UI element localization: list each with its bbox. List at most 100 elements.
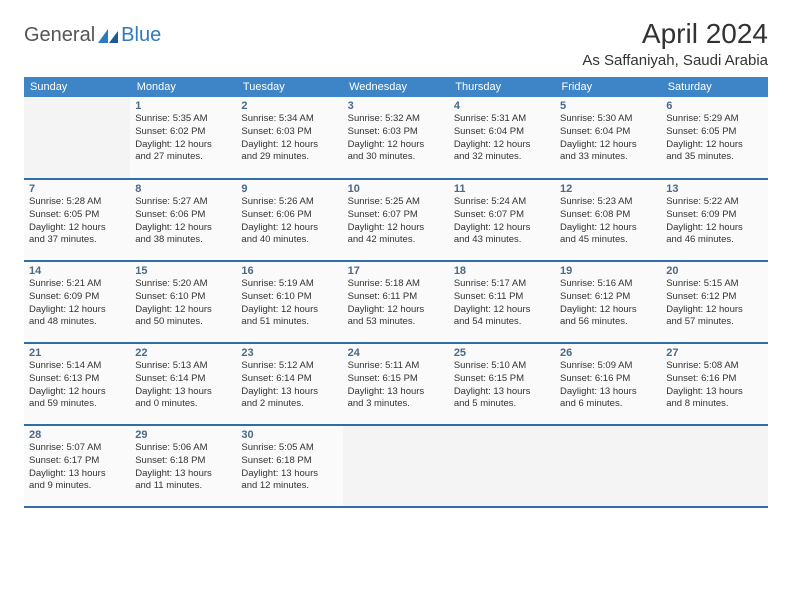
calendar-cell-empty bbox=[449, 425, 555, 507]
day-number: 13 bbox=[666, 183, 762, 195]
day-info: Sunrise: 5:12 AMSunset: 6:14 PMDaylight:… bbox=[241, 360, 337, 411]
day-info: Sunrise: 5:16 AMSunset: 6:12 PMDaylight:… bbox=[560, 278, 656, 329]
day-number: 11 bbox=[454, 183, 550, 195]
day-number: 15 bbox=[135, 265, 231, 277]
day-header: Friday bbox=[555, 77, 661, 97]
day-number: 17 bbox=[348, 265, 444, 277]
day-number: 10 bbox=[348, 183, 444, 195]
calendar-cell-empty bbox=[555, 425, 661, 507]
day-number: 16 bbox=[241, 265, 337, 277]
title-block: April 2024 As Saffaniyah, Saudi Arabia bbox=[582, 18, 768, 69]
day-info: Sunrise: 5:32 AMSunset: 6:03 PMDaylight:… bbox=[348, 113, 444, 164]
day-header: Tuesday bbox=[236, 77, 342, 97]
calendar-cell: 10Sunrise: 5:25 AMSunset: 6:07 PMDayligh… bbox=[343, 179, 449, 261]
day-info: Sunrise: 5:24 AMSunset: 6:07 PMDaylight:… bbox=[454, 196, 550, 247]
calendar-body: 1Sunrise: 5:35 AMSunset: 6:02 PMDaylight… bbox=[24, 97, 768, 507]
day-number: 18 bbox=[454, 265, 550, 277]
logo: General Blue bbox=[24, 18, 161, 47]
day-info: Sunrise: 5:17 AMSunset: 6:11 PMDaylight:… bbox=[454, 278, 550, 329]
day-info: Sunrise: 5:20 AMSunset: 6:10 PMDaylight:… bbox=[135, 278, 231, 329]
month-title: April 2024 bbox=[582, 18, 768, 50]
page: General Blue April 2024 As Saffaniyah, S… bbox=[0, 0, 792, 526]
day-number: 7 bbox=[29, 183, 125, 195]
header: General Blue April 2024 As Saffaniyah, S… bbox=[24, 18, 768, 69]
calendar-cell: 23Sunrise: 5:12 AMSunset: 6:14 PMDayligh… bbox=[236, 343, 342, 425]
calendar-cell: 2Sunrise: 5:34 AMSunset: 6:03 PMDaylight… bbox=[236, 97, 342, 179]
calendar-cell: 17Sunrise: 5:18 AMSunset: 6:11 PMDayligh… bbox=[343, 261, 449, 343]
day-info: Sunrise: 5:30 AMSunset: 6:04 PMDaylight:… bbox=[560, 113, 656, 164]
day-header: Wednesday bbox=[343, 77, 449, 97]
calendar-cell: 4Sunrise: 5:31 AMSunset: 6:04 PMDaylight… bbox=[449, 97, 555, 179]
calendar-cell: 30Sunrise: 5:05 AMSunset: 6:18 PMDayligh… bbox=[236, 425, 342, 507]
day-number: 22 bbox=[135, 347, 231, 359]
calendar-cell: 28Sunrise: 5:07 AMSunset: 6:17 PMDayligh… bbox=[24, 425, 130, 507]
day-header: Sunday bbox=[24, 77, 130, 97]
day-info: Sunrise: 5:18 AMSunset: 6:11 PMDaylight:… bbox=[348, 278, 444, 329]
day-number: 2 bbox=[241, 100, 337, 112]
day-number: 12 bbox=[560, 183, 656, 195]
day-info: Sunrise: 5:06 AMSunset: 6:18 PMDaylight:… bbox=[135, 442, 231, 493]
calendar-cell: 3Sunrise: 5:32 AMSunset: 6:03 PMDaylight… bbox=[343, 97, 449, 179]
day-number: 20 bbox=[666, 265, 762, 277]
day-info: Sunrise: 5:22 AMSunset: 6:09 PMDaylight:… bbox=[666, 196, 762, 247]
calendar-cell: 20Sunrise: 5:15 AMSunset: 6:12 PMDayligh… bbox=[661, 261, 767, 343]
logo-text-blue: Blue bbox=[121, 24, 161, 47]
day-number: 6 bbox=[666, 100, 762, 112]
day-info: Sunrise: 5:11 AMSunset: 6:15 PMDaylight:… bbox=[348, 360, 444, 411]
day-info: Sunrise: 5:27 AMSunset: 6:06 PMDaylight:… bbox=[135, 196, 231, 247]
day-number: 28 bbox=[29, 429, 125, 441]
day-info: Sunrise: 5:31 AMSunset: 6:04 PMDaylight:… bbox=[454, 113, 550, 164]
calendar-cell: 5Sunrise: 5:30 AMSunset: 6:04 PMDaylight… bbox=[555, 97, 661, 179]
day-info: Sunrise: 5:05 AMSunset: 6:18 PMDaylight:… bbox=[241, 442, 337, 493]
day-number: 25 bbox=[454, 347, 550, 359]
calendar-cell: 27Sunrise: 5:08 AMSunset: 6:16 PMDayligh… bbox=[661, 343, 767, 425]
day-number: 21 bbox=[29, 347, 125, 359]
calendar-cell: 24Sunrise: 5:11 AMSunset: 6:15 PMDayligh… bbox=[343, 343, 449, 425]
day-info: Sunrise: 5:28 AMSunset: 6:05 PMDaylight:… bbox=[29, 196, 125, 247]
day-info: Sunrise: 5:07 AMSunset: 6:17 PMDaylight:… bbox=[29, 442, 125, 493]
day-info: Sunrise: 5:25 AMSunset: 6:07 PMDaylight:… bbox=[348, 196, 444, 247]
calendar-cell-empty bbox=[661, 425, 767, 507]
day-info: Sunrise: 5:34 AMSunset: 6:03 PMDaylight:… bbox=[241, 113, 337, 164]
day-info: Sunrise: 5:10 AMSunset: 6:15 PMDaylight:… bbox=[454, 360, 550, 411]
day-number: 27 bbox=[666, 347, 762, 359]
calendar-cell: 9Sunrise: 5:26 AMSunset: 6:06 PMDaylight… bbox=[236, 179, 342, 261]
day-info: Sunrise: 5:14 AMSunset: 6:13 PMDaylight:… bbox=[29, 360, 125, 411]
calendar-cell: 14Sunrise: 5:21 AMSunset: 6:09 PMDayligh… bbox=[24, 261, 130, 343]
calendar-row: 14Sunrise: 5:21 AMSunset: 6:09 PMDayligh… bbox=[24, 261, 768, 343]
day-info: Sunrise: 5:21 AMSunset: 6:09 PMDaylight:… bbox=[29, 278, 125, 329]
day-number: 14 bbox=[29, 265, 125, 277]
calendar-row: 7Sunrise: 5:28 AMSunset: 6:05 PMDaylight… bbox=[24, 179, 768, 261]
day-number: 4 bbox=[454, 100, 550, 112]
day-info: Sunrise: 5:15 AMSunset: 6:12 PMDaylight:… bbox=[666, 278, 762, 329]
day-number: 5 bbox=[560, 100, 656, 112]
day-number: 8 bbox=[135, 183, 231, 195]
calendar-cell: 21Sunrise: 5:14 AMSunset: 6:13 PMDayligh… bbox=[24, 343, 130, 425]
day-number: 19 bbox=[560, 265, 656, 277]
day-info: Sunrise: 5:13 AMSunset: 6:14 PMDaylight:… bbox=[135, 360, 231, 411]
logo-sail-icon bbox=[97, 28, 119, 44]
day-number: 1 bbox=[135, 100, 231, 112]
calendar-cell-empty bbox=[24, 97, 130, 179]
calendar-cell: 12Sunrise: 5:23 AMSunset: 6:08 PMDayligh… bbox=[555, 179, 661, 261]
day-number: 24 bbox=[348, 347, 444, 359]
calendar-cell: 26Sunrise: 5:09 AMSunset: 6:16 PMDayligh… bbox=[555, 343, 661, 425]
day-info: Sunrise: 5:29 AMSunset: 6:05 PMDaylight:… bbox=[666, 113, 762, 164]
calendar-cell: 1Sunrise: 5:35 AMSunset: 6:02 PMDaylight… bbox=[130, 97, 236, 179]
day-info: Sunrise: 5:09 AMSunset: 6:16 PMDaylight:… bbox=[560, 360, 656, 411]
day-header: Saturday bbox=[661, 77, 767, 97]
location-label: As Saffaniyah, Saudi Arabia bbox=[582, 52, 768, 69]
calendar-cell: 13Sunrise: 5:22 AMSunset: 6:09 PMDayligh… bbox=[661, 179, 767, 261]
calendar-cell: 8Sunrise: 5:27 AMSunset: 6:06 PMDaylight… bbox=[130, 179, 236, 261]
day-info: Sunrise: 5:23 AMSunset: 6:08 PMDaylight:… bbox=[560, 196, 656, 247]
calendar-row: 1Sunrise: 5:35 AMSunset: 6:02 PMDaylight… bbox=[24, 97, 768, 179]
day-info: Sunrise: 5:08 AMSunset: 6:16 PMDaylight:… bbox=[666, 360, 762, 411]
calendar-cell: 16Sunrise: 5:19 AMSunset: 6:10 PMDayligh… bbox=[236, 261, 342, 343]
day-info: Sunrise: 5:26 AMSunset: 6:06 PMDaylight:… bbox=[241, 196, 337, 247]
day-number: 9 bbox=[241, 183, 337, 195]
day-number: 3 bbox=[348, 100, 444, 112]
calendar-row: 21Sunrise: 5:14 AMSunset: 6:13 PMDayligh… bbox=[24, 343, 768, 425]
day-info: Sunrise: 5:19 AMSunset: 6:10 PMDaylight:… bbox=[241, 278, 337, 329]
calendar-cell: 29Sunrise: 5:06 AMSunset: 6:18 PMDayligh… bbox=[130, 425, 236, 507]
calendar-cell: 7Sunrise: 5:28 AMSunset: 6:05 PMDaylight… bbox=[24, 179, 130, 261]
